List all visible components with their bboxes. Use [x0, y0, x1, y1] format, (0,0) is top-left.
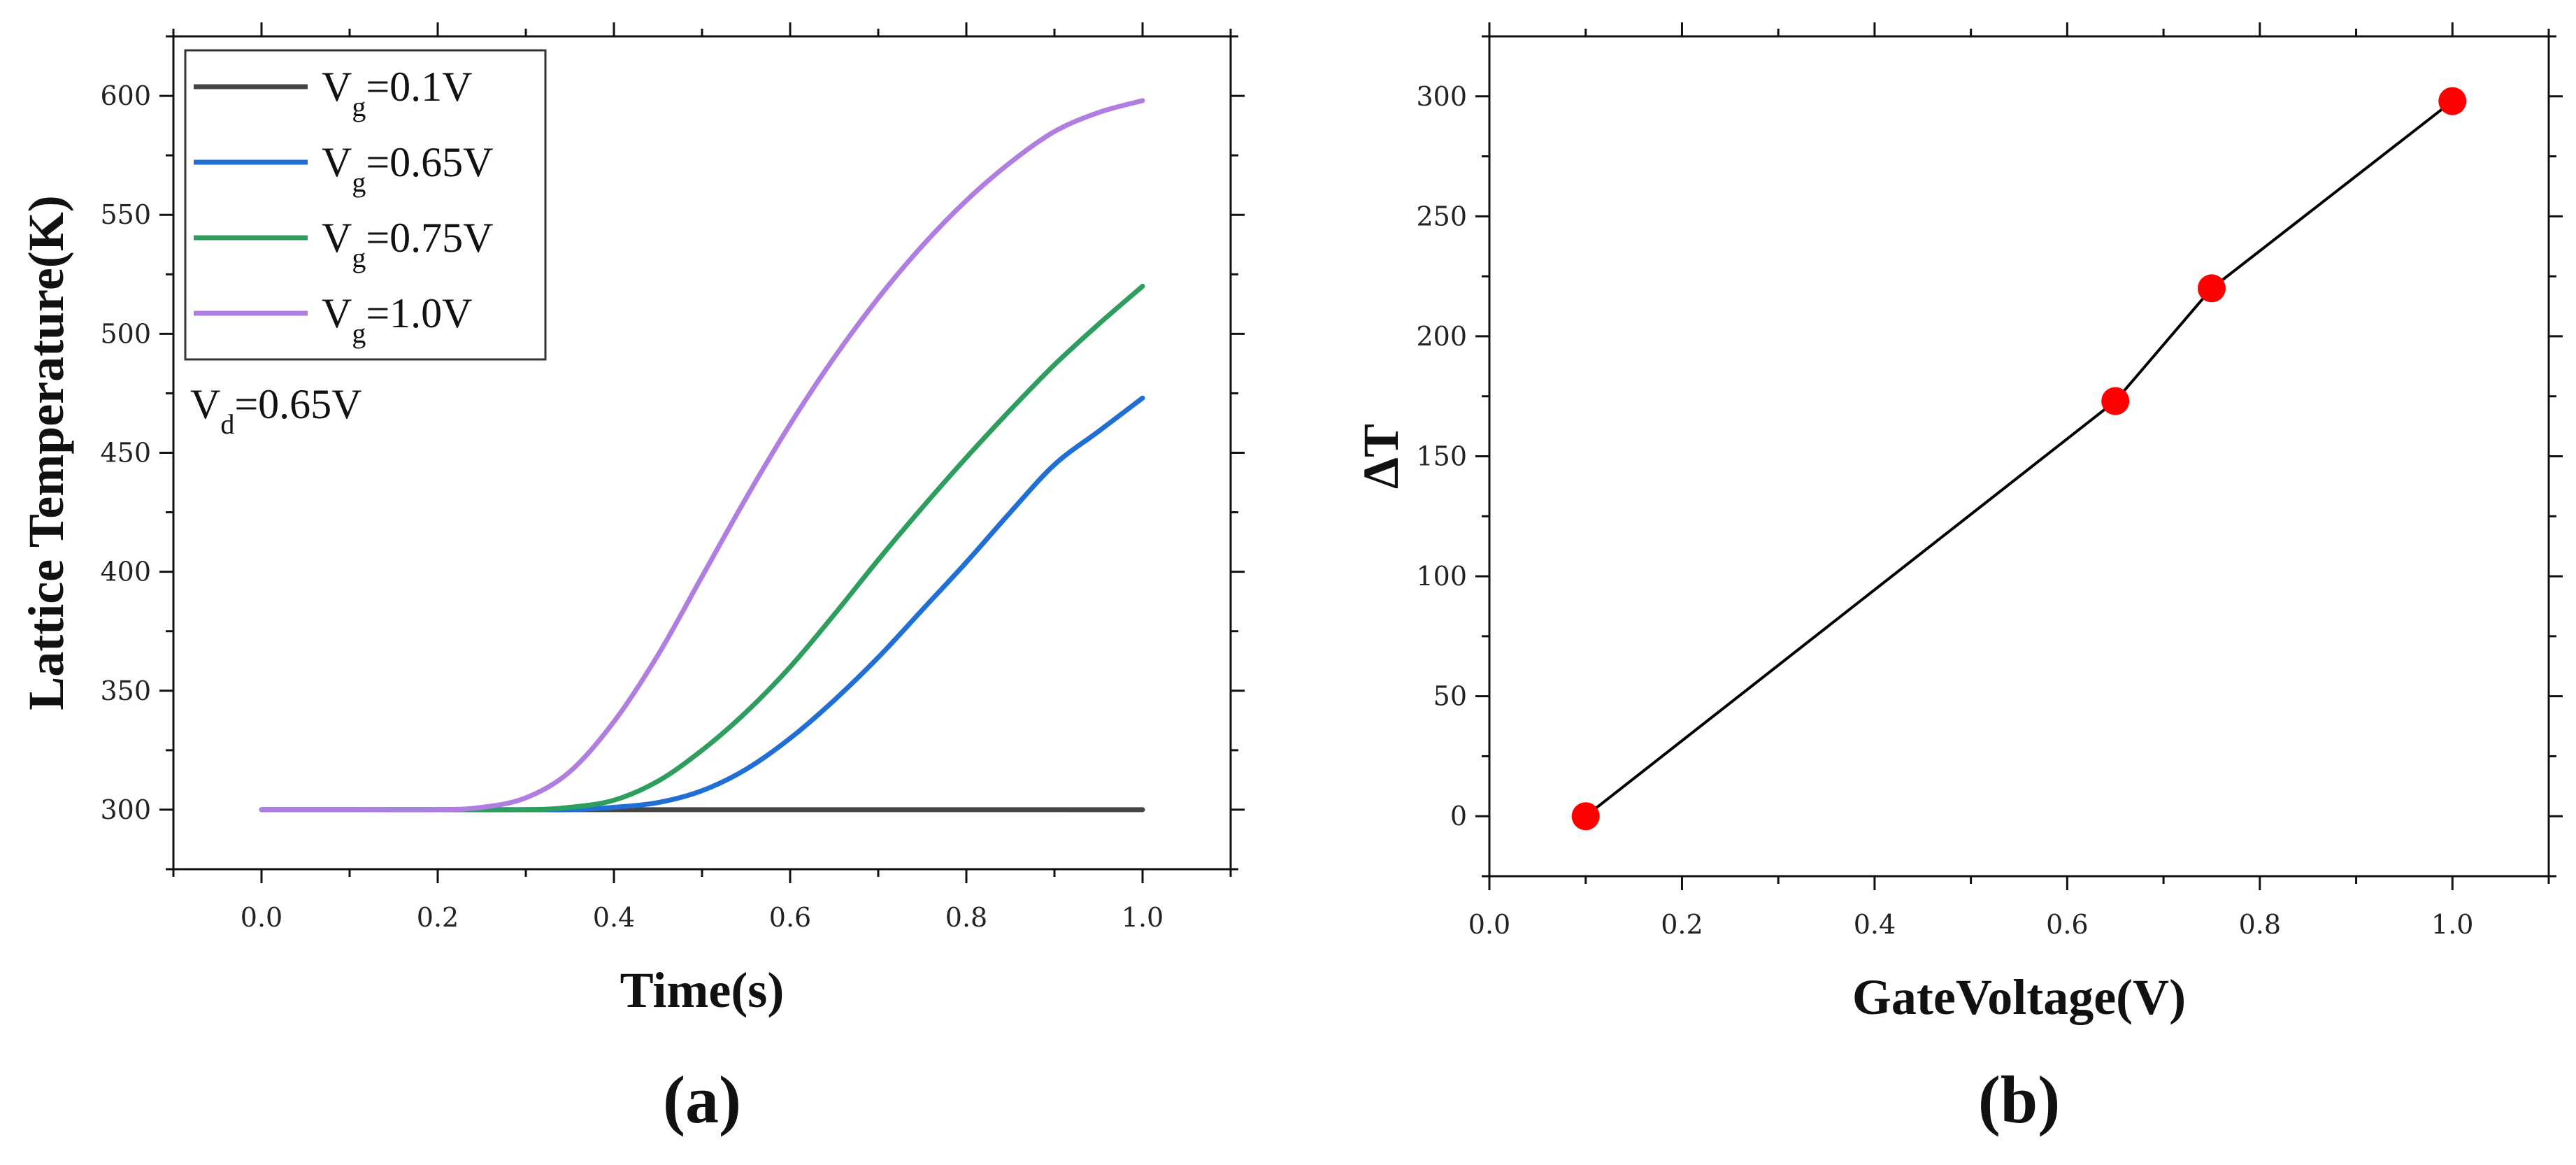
- series-connecting-line: [1584, 100, 2454, 817]
- x-tick-label: 0.4: [1854, 909, 1896, 940]
- chart-panel-b: 0.0 0.2 0.4 0.6 0.8 1.0 0 50 100 150 200 250 300 Gat…: [1353, 22, 2563, 1137]
- panel-a-series: [259, 98, 1145, 813]
- panel-a-plot-frame: [172, 35, 1232, 871]
- legend-frame: [184, 49, 547, 361]
- panel-a-legend: Vg=0.1V Vg=0.65V Vg=0.75V Vg=1.0V: [184, 49, 547, 361]
- data-point-0.1: [1571, 802, 1600, 831]
- y-tick-label: 0: [1450, 801, 1467, 831]
- legend-entry-label: Vg=0.1V: [322, 64, 473, 122]
- data-point-1: [2438, 87, 2467, 115]
- panel-b-label: (b): [1978, 1062, 2060, 1137]
- y-tick-label: 150: [1416, 441, 1467, 472]
- y-tick-label: 450: [100, 438, 151, 469]
- panel-a-y-axis-title: Lattice Temperature(K): [18, 195, 74, 710]
- panel-a-x-axis-title: Time(s): [620, 962, 785, 1018]
- x-tick-label: 1.0: [1122, 902, 1164, 933]
- legend-entry-label: Vg=0.75V: [322, 215, 494, 273]
- chart-panel-a: 0.0 0.2 0.4 0.6 0.8 1.0300350400450500550600 …: [18, 22, 1245, 1137]
- panel-a-label: (a): [663, 1062, 741, 1137]
- x-tick-label: 1.0: [2431, 909, 2473, 940]
- x-tick-label: 0.2: [417, 902, 459, 933]
- series-line-Vg=0.75V: [259, 283, 1145, 813]
- x-tick-label: 0.0: [1468, 909, 1510, 940]
- panel-b-series: [1571, 87, 2467, 831]
- y-tick-label: 300: [100, 794, 151, 825]
- series-line-Vg=1.0V: [259, 98, 1145, 813]
- legend-entry-label: Vg=0.65V: [322, 139, 494, 198]
- panel-b-x-axis-title: GateVoltage(V): [1852, 969, 2186, 1025]
- y-tick-label: 200: [1416, 321, 1467, 352]
- legend-entry-label: Vg=1.0V: [322, 290, 473, 349]
- y-tick-label: 350: [100, 676, 151, 706]
- panel-a-ticks: 0.0 0.2 0.4 0.6 0.8 1.0 300 350 400 450 500 550 600: [100, 22, 1245, 933]
- x-tick-label: 0.2: [1661, 909, 1703, 940]
- y-tick-label: 500: [100, 318, 151, 349]
- y-tick-label: 50: [1433, 681, 1467, 712]
- y-tick-label: 600: [100, 80, 151, 111]
- y-tick-label: 550: [100, 199, 151, 230]
- y-tick-label: 300: [1416, 81, 1467, 112]
- x-tick-label: 0.6: [2046, 909, 2088, 940]
- x-tick-label: 0.6: [769, 902, 811, 933]
- panel-b-ticks: 0.0 0.2 0.4 0.6 0.8 1.0 0 50 100 150 200 250 300: [1416, 22, 2563, 940]
- panel-b-plot-frame: [1488, 35, 2550, 878]
- panel-a-vd-annotation: Vd=0.65V: [190, 381, 362, 440]
- y-tick-label: 100: [1416, 561, 1467, 592]
- y-tick-label: 400: [100, 557, 151, 587]
- x-tick-label: 0.8: [945, 902, 987, 933]
- x-tick-label: 0.8: [2239, 909, 2281, 940]
- y-tick-label: 250: [1416, 201, 1467, 231]
- data-point-0.75: [2197, 274, 2226, 303]
- x-tick-label: 0.4: [593, 902, 635, 933]
- data-point-0.65: [2101, 387, 2130, 415]
- x-tick-label: 0.0: [241, 902, 282, 933]
- panel-b-y-axis-title: ΔT: [1353, 424, 1409, 489]
